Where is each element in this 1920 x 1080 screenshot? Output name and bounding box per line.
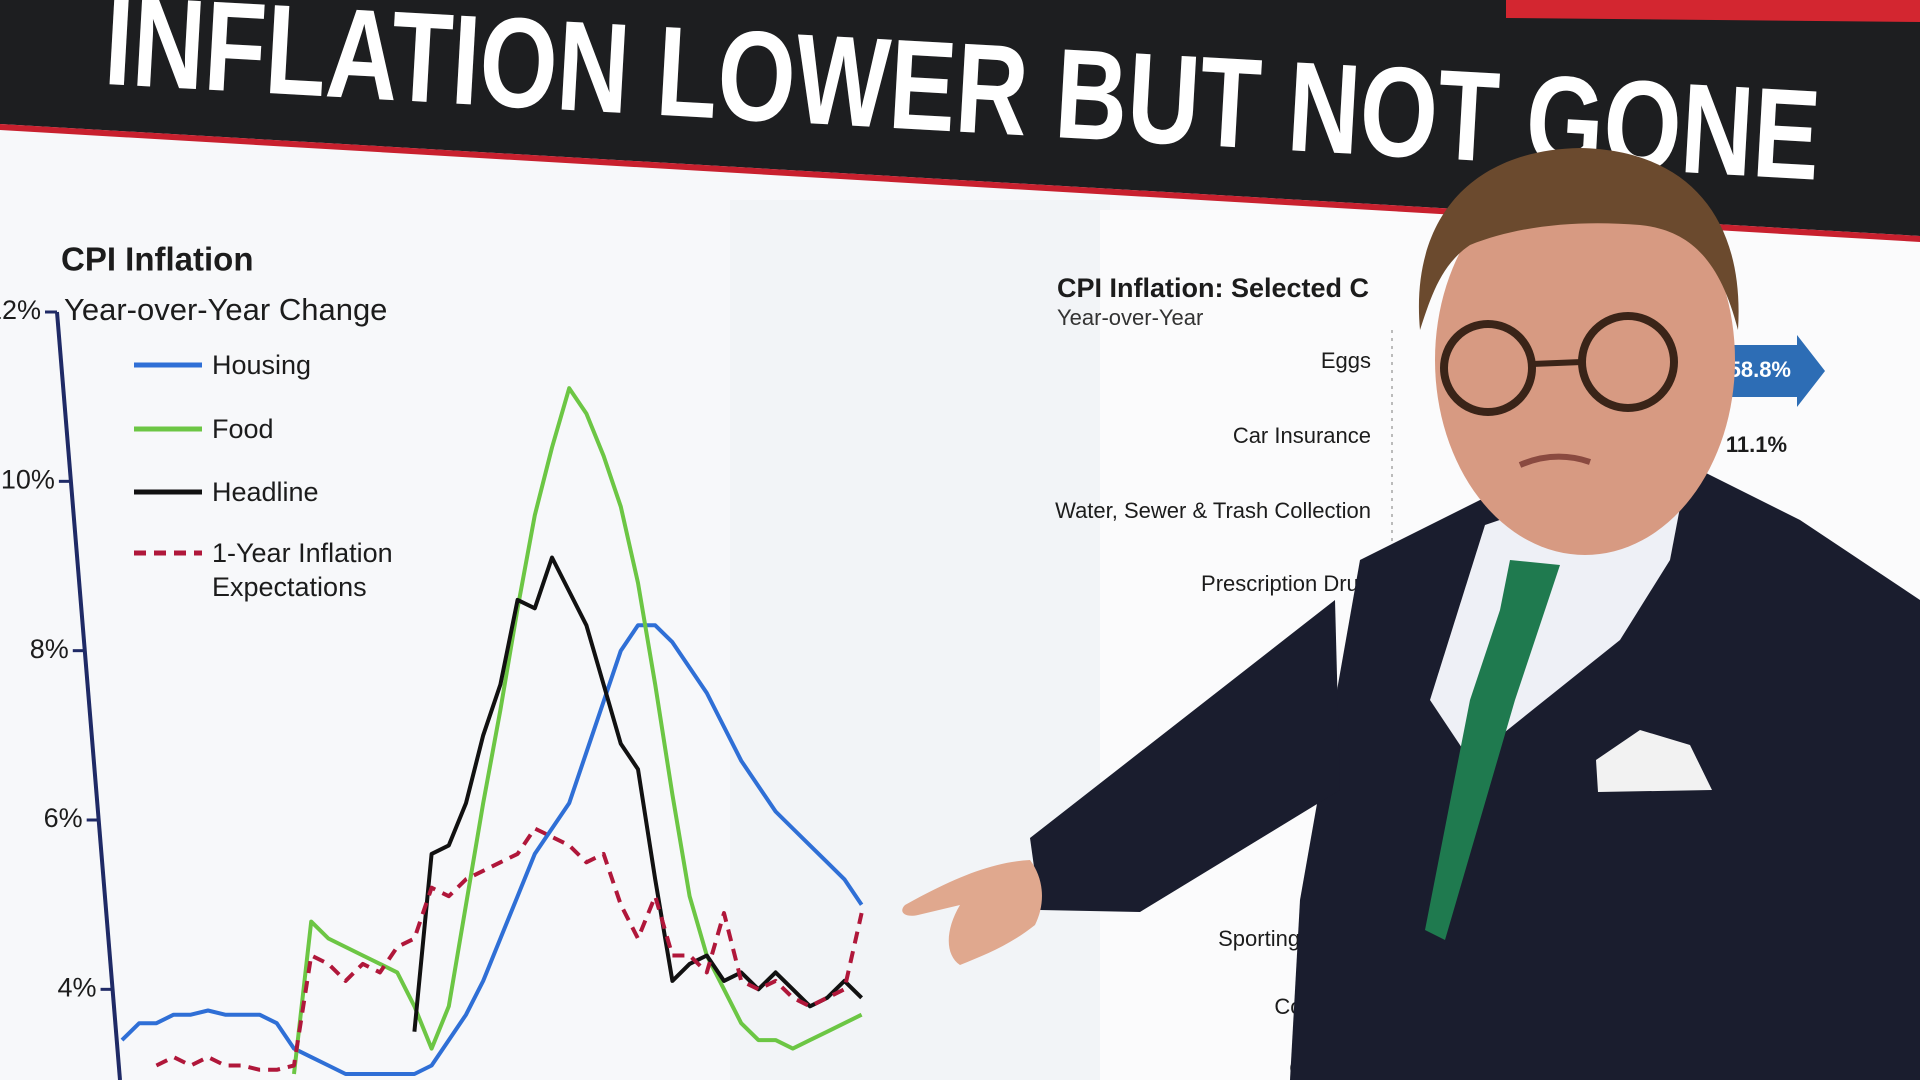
- series-line: [120, 623, 864, 1076]
- hair: [1418, 148, 1739, 330]
- y-tick-label: 4%: [58, 972, 97, 1002]
- legend-label: Food: [212, 414, 274, 444]
- chart-subtitle: Year-over-Year: [1057, 305, 1203, 330]
- legend-label: Headline: [212, 477, 319, 507]
- mouth: [1518, 453, 1591, 468]
- sleeve: [1030, 600, 1340, 912]
- screen-panel: [730, 200, 1110, 1080]
- hand: [902, 860, 1042, 965]
- series-line: [412, 555, 864, 1032]
- value-label: 58.8%: [1729, 357, 1791, 382]
- banner-stripe: [0, 124, 1920, 242]
- legend-label: 1-Year Inflation Expectations: [212, 538, 393, 602]
- category-label: Water, Sewer & Trash Collection: [1055, 498, 1371, 523]
- glasses-bridge: [1531, 359, 1583, 367]
- chart-subtitle: Year-over-Year Change: [64, 292, 387, 327]
- category-label: Prescription Drug: [1201, 571, 1371, 596]
- y-tick-label: 8%: [30, 634, 69, 664]
- chart-title: CPI Inflation: Selected C: [1057, 273, 1369, 303]
- chart-title: CPI Inflation: [61, 241, 254, 278]
- tie: [1425, 560, 1560, 940]
- glasses-lens: [1440, 320, 1536, 416]
- category-label: Eggs: [1321, 348, 1371, 373]
- y-tick-label: 6%: [44, 803, 83, 833]
- legend-label: Housing: [212, 350, 312, 380]
- banner-accent: [1506, 0, 1920, 22]
- value-label: 11.1%: [1726, 432, 1787, 457]
- series-line: [155, 826, 864, 1072]
- y-tick-label: 10%: [1, 464, 55, 494]
- y-axis: [55, 311, 122, 1080]
- presenter: [902, 148, 1920, 1080]
- y-tick-label: 12%: [0, 295, 41, 325]
- category-label: Car Insurance: [1233, 423, 1371, 448]
- banner: [0, 0, 1920, 236]
- series-line: [292, 386, 863, 1075]
- pocket-square: [1596, 730, 1712, 792]
